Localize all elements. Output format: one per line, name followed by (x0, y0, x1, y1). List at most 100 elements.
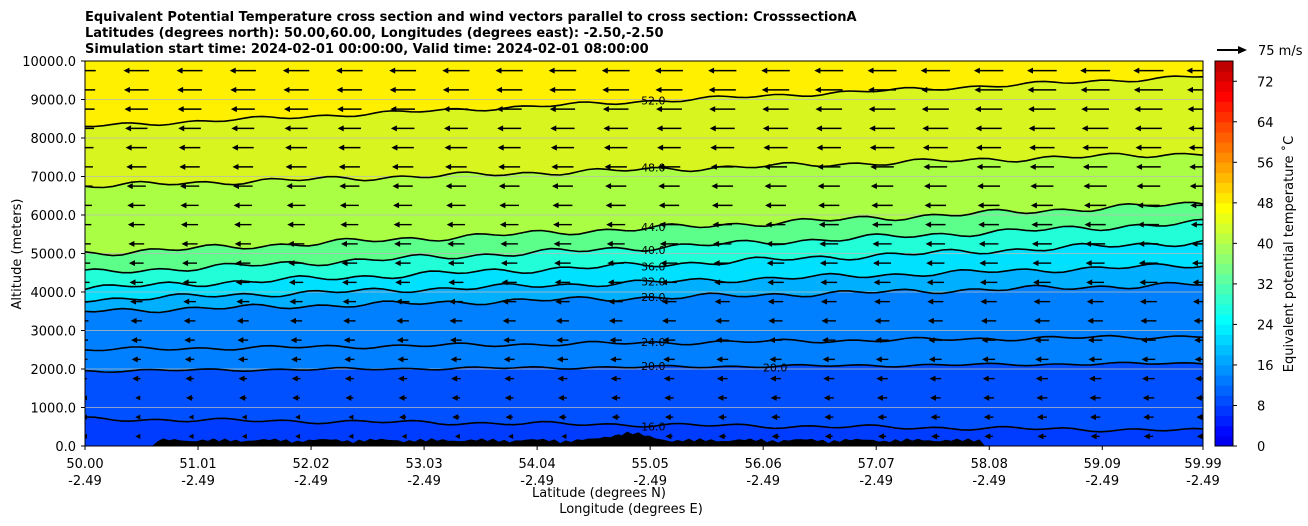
wind-vector-head (503, 337, 510, 344)
wind-vector-head (1090, 433, 1097, 440)
wind-vector-head (608, 317, 615, 324)
wind-vector-head (715, 317, 722, 324)
wind-vector-head (765, 221, 772, 228)
wind-vector-head (1037, 433, 1044, 440)
colorbar-tick-label: 40 (1257, 237, 1274, 252)
wind-vector-head (975, 125, 982, 132)
colorbar-tick-label: 24 (1257, 318, 1274, 333)
wind-vector-head (611, 394, 618, 401)
wind-vector-head (342, 298, 349, 305)
wind-vector-head (1133, 86, 1140, 93)
wind-vector-head (339, 202, 346, 209)
wind-vector-head (1186, 67, 1193, 74)
wind-vector-head (1032, 260, 1039, 267)
wind-vector-head (558, 414, 565, 421)
wind-vector (241, 433, 247, 439)
wind-vector-head (1035, 356, 1042, 363)
wind-vector-head (555, 298, 562, 305)
wind-vector-head (930, 414, 937, 421)
wind-vector-head (1083, 202, 1090, 209)
wind-vector-head (818, 202, 825, 209)
wind-vector-head (1137, 202, 1144, 209)
wind-vector-head (442, 86, 449, 93)
wind-vector-head (602, 106, 609, 113)
wind-vector-head (284, 125, 291, 132)
wind-vector-head (290, 337, 297, 344)
wind-vector-head (184, 337, 191, 344)
y-tick-label: 0.0 (55, 440, 76, 455)
wind-vector-head (821, 317, 828, 324)
wind-vector-head (814, 67, 821, 74)
wind-vector-head (231, 125, 238, 132)
colorbar-tick-label: 32 (1257, 278, 1274, 293)
x-tick-label-lat: 51.01 (179, 457, 216, 472)
colorbar-segment (1215, 101, 1233, 113)
colorbar-segment (1215, 81, 1233, 92)
wind-vector-head (766, 240, 773, 247)
wind-vector-head (981, 337, 988, 344)
colorbar-segment (1215, 385, 1233, 396)
colorbar-frame (1214, 60, 1234, 447)
wind-vector-head (344, 375, 351, 382)
wind-vector-head (450, 337, 457, 344)
wind-vector (188, 433, 194, 439)
wind-vector-head (658, 202, 665, 209)
wind-vector-head (875, 337, 882, 344)
wind-vector-head (870, 163, 877, 170)
colorbar-segment (1215, 273, 1233, 285)
wind-vector-head (499, 221, 506, 228)
wind-vector-head (394, 260, 401, 267)
colorbar-segment (1215, 283, 1233, 295)
wind-vector-head (286, 202, 293, 209)
wind-vector-head (662, 317, 669, 324)
wind-vector-head (77, 318, 83, 324)
wind-vector-head (1135, 144, 1142, 151)
wind-vector-head (1143, 414, 1150, 421)
wind-vector-head (1140, 317, 1147, 324)
wind-vector-head (76, 279, 82, 285)
wind-vector-head (1029, 144, 1036, 151)
wind-vector-head (442, 67, 449, 74)
wind-vector-head (338, 144, 345, 151)
x-tick-label-lat: 59.09 (1084, 457, 1121, 472)
wind-vector-head (550, 144, 557, 151)
x-tick-label-lon: -2.49 (520, 474, 554, 489)
wind-vector-head (232, 163, 239, 170)
contour-line-48 (85, 152, 1203, 189)
wind-vector-head (505, 414, 512, 421)
wind-vector-head (603, 144, 610, 151)
wind-vector-head (822, 356, 829, 363)
x-tick-label-lon: -2.49 (633, 474, 667, 489)
contour-label-44: 44.0 (641, 221, 666, 234)
wind-vector-head (178, 144, 185, 151)
wind-vector-head (1080, 86, 1087, 93)
wind-vector-head (983, 394, 990, 401)
wind-vector-head (343, 317, 350, 324)
colorbar-segment (1215, 121, 1233, 133)
wind-vector-head (929, 375, 936, 382)
wind-vector-head (1034, 337, 1041, 344)
wind-vector-head (1190, 202, 1197, 209)
wind-vector-head (282, 67, 289, 74)
wind-vector-head (656, 106, 663, 113)
wind-vector-head (389, 86, 396, 93)
wind-vector-head (974, 106, 981, 113)
wind-vector-head (973, 67, 980, 74)
x-axis-label-longitude: Longitude (degrees E) (559, 502, 703, 517)
wind-vector-head (716, 356, 723, 363)
contour-labels: 16.0 20.0 24.0 28.0 32.036.0 40.0 44.0 48.0 52.0… (641, 95, 787, 434)
wind-vector-head (397, 375, 404, 382)
wind-vector-head (656, 125, 663, 132)
wind-vector-head (660, 260, 667, 267)
wind-vector-head (928, 356, 935, 363)
wind-vector-head (127, 221, 134, 228)
wind-vector-head (396, 337, 403, 344)
wind-vector-head (873, 260, 880, 267)
wind-vector (348, 433, 354, 439)
contour-line-16 (85, 416, 1203, 433)
wind-vector-head (867, 67, 874, 74)
wind-vector-head (767, 298, 774, 305)
wind-vector-head (238, 375, 245, 382)
wind-vector-head (925, 221, 932, 228)
wind-vector-head (1194, 356, 1201, 363)
